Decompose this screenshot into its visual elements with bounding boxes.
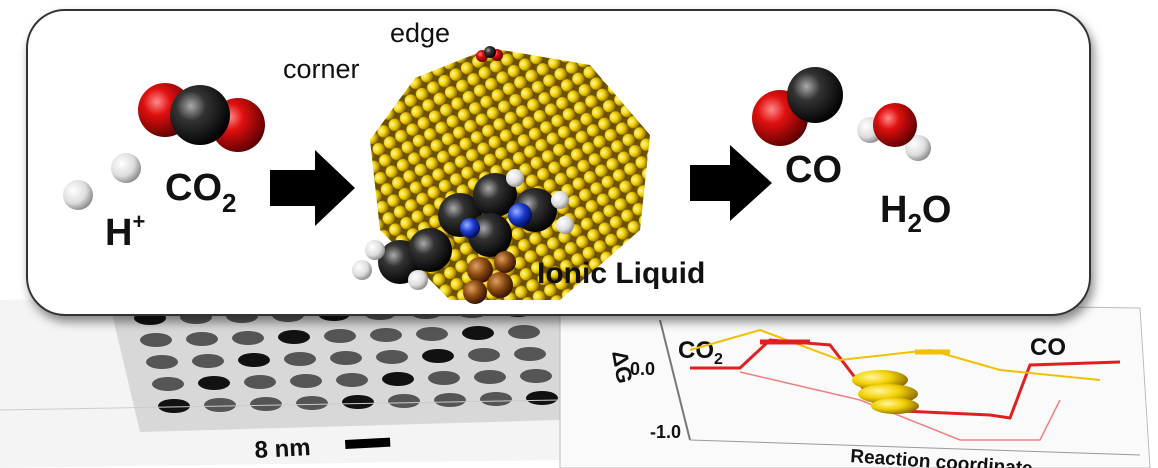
particle-dot [250,397,282,411]
start-base: CO [678,337,714,364]
particle-dot [296,396,328,410]
particle-dot [244,375,276,389]
particle-dot [388,394,420,408]
particle-dot [480,392,512,406]
co2-sub: 2 [222,188,236,218]
water-h: H [880,189,907,231]
particle-dot [198,376,230,390]
particle-dot [140,333,172,347]
y-tick-label: 0.0 [630,359,655,379]
particle-dot [474,370,506,384]
particle-dot [324,329,356,343]
particle-dot [416,327,448,341]
particle-dot [520,369,552,383]
h-atom [63,180,93,210]
particle-dot [204,398,236,412]
co2-base: CO [165,167,222,209]
particle-dot [376,350,408,364]
particle-dot [428,371,460,385]
particle-dot [158,399,190,413]
particle-dot [284,352,316,366]
particle-dot [152,377,184,391]
co-label: CO [785,149,842,191]
particle-dot [422,349,454,363]
pathway-pink [739,371,1061,441]
arrow [690,145,772,221]
particle-dot [278,330,310,344]
water-o: O [922,189,952,231]
end-label: CO [1030,334,1066,361]
micrograph-panel: 8 nm [0,290,561,468]
ionic-liquid-molecule [352,169,574,304]
y-tick-label: -1.0 [650,422,681,442]
water-sub: 2 [907,208,921,238]
start-sub: 2 [714,351,723,368]
water-molecule [857,103,931,161]
particle-dot [468,348,500,362]
cluster-icon [852,370,919,414]
particle-dot [186,332,218,346]
particle-dot [238,353,270,367]
y-axis-label: ΔG [607,349,637,386]
particle-dot [370,328,402,342]
scale-bar [345,437,391,449]
particle-dot [526,391,558,405]
particle-dot [514,347,546,361]
particle-dot [434,393,466,407]
particle-dot [146,355,178,369]
edge-label: edge [390,18,450,48]
y-axis [659,319,691,441]
particle-dot [290,374,322,388]
particle-dot [342,395,374,409]
scale-bar-label: 8 nm [254,434,311,464]
proton-label: H+ [105,209,145,254]
x-axis [689,439,1141,456]
particle-dot [462,326,494,340]
co2-label: CO2 [165,167,236,218]
particle-dot [330,351,362,365]
h-atom [111,153,141,183]
pathway-yellow [689,328,1101,381]
start-label: CO2 [678,337,723,368]
particle-dot [508,325,540,339]
co2-molecule [138,83,265,152]
adsorbate [476,46,503,62]
particle-dot [232,331,264,345]
particle-dot [382,372,414,386]
panel-edge [0,399,561,411]
ionic-liquid-label: Ionic Liquid [537,257,705,290]
proton-base: H [105,212,132,254]
particle-dot [336,373,368,387]
particle-dot [192,354,224,368]
water-label: H2O [880,189,951,238]
proton-sup: + [132,209,145,234]
energy-plot: ΔG 0.0 -1.0 CO2 CO Reaction coordinate [559,299,1151,468]
co-molecule [752,67,843,146]
arrow [270,150,355,226]
corner-label: corner [283,54,360,84]
